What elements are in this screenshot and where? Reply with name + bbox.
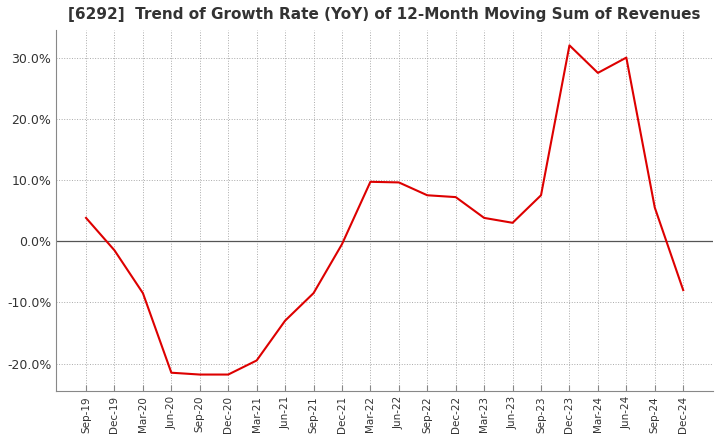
Title: [6292]  Trend of Growth Rate (YoY) of 12-Month Moving Sum of Revenues: [6292] Trend of Growth Rate (YoY) of 12-… xyxy=(68,7,701,22)
